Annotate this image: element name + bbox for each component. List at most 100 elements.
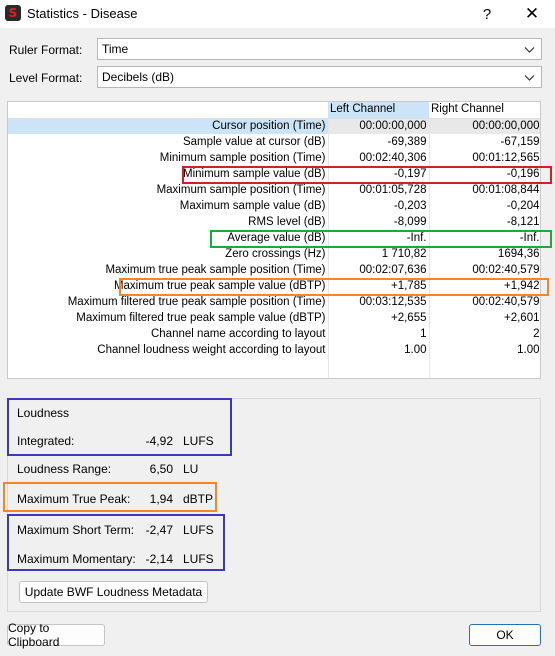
empty-row <box>8 358 540 374</box>
momentary-value: -2,14 <box>145 552 173 566</box>
left-channel-value: +2,655 <box>328 310 430 326</box>
left-channel-header[interactable]: Left Channel <box>328 102 429 119</box>
row-label: Zero crossings (Hz) <box>8 246 329 262</box>
loudness-range-value: 6,50 <box>149 462 173 476</box>
right-channel-value: 00:01:12,565 <box>429 150 540 166</box>
true-peak-value: 1,94 <box>149 492 173 506</box>
left-channel-value: 1 710,82 <box>328 246 430 262</box>
loudness-range-unit: LU <box>183 462 199 476</box>
row-label: Maximum filtered true peak sample positi… <box>8 294 329 310</box>
ok-button[interactable]: OK <box>469 624 541 646</box>
level-format-label: Level Format: <box>9 71 83 85</box>
empty-cell <box>328 374 430 378</box>
right-channel-value: -0,204 <box>429 198 540 214</box>
app-logo-icon: S <box>5 5 21 21</box>
short-term-value: -2,47 <box>145 523 173 537</box>
statistics-table[interactable]: Left Channel Right Channel Cursor positi… <box>7 101 541 379</box>
right-channel-value: 1.00 <box>429 342 540 358</box>
ruler-format-value: Time <box>102 42 129 56</box>
ruler-format-label: Ruler Format: <box>9 43 83 57</box>
row-label: Maximum true peak sample value (dBTP) <box>8 278 329 294</box>
left-channel-value: 1 <box>328 326 430 342</box>
table-row[interactable]: Minimum sample position (Time) 00:02:40,3… <box>8 150 540 166</box>
true-peak-label: Maximum True Peak: <box>17 492 131 506</box>
table-row[interactable]: Maximum true peak sample value (dBTP) +1,… <box>8 278 540 294</box>
momentary-label: Maximum Momentary: <box>17 552 136 566</box>
table-row[interactable]: Maximum sample position (Time) 00:01:05,7… <box>8 182 540 198</box>
right-channel-header[interactable]: Right Channel <box>429 102 540 119</box>
label-column-header <box>8 102 328 119</box>
row-label: Minimum sample value (dB) <box>8 166 329 182</box>
right-channel-value: +2,601 <box>429 310 540 326</box>
update-bwf-button[interactable]: Update BWF Loudness Metadata <box>19 581 208 603</box>
empty-cell <box>429 374 540 378</box>
empty-cell <box>8 374 329 378</box>
empty-cell <box>328 358 430 374</box>
table-row[interactable]: Sample value at cursor (dB) -69,389 -67,15… <box>8 134 540 150</box>
ruler-format-select[interactable]: Time <box>97 38 542 60</box>
integrated-label: Integrated: <box>17 434 75 448</box>
empty-cell <box>8 358 329 374</box>
empty-row <box>8 374 540 378</box>
chevron-down-icon <box>524 47 535 53</box>
right-channel-value: 1694,36 <box>429 246 540 262</box>
integrated-unit: LUFS <box>183 434 214 448</box>
left-channel-value: -0,203 <box>328 198 430 214</box>
left-channel-value: 00:02:07,636 <box>328 262 430 278</box>
right-channel-value: +1,942 <box>429 278 540 294</box>
table-row[interactable]: Average value (dB) -Inf. -Inf. <box>8 230 540 246</box>
table-row[interactable]: Cursor position (Time) 00:00:00,000 00:00:… <box>8 118 540 134</box>
row-label: RMS level (dB) <box>8 214 329 230</box>
table-row[interactable]: RMS level (dB) -8,099 -8,121 <box>8 214 540 230</box>
right-channel-value: 2 <box>429 326 540 342</box>
close-button[interactable]: ✕ <box>524 4 540 23</box>
left-channel-value: -Inf. <box>328 230 430 246</box>
right-channel-value: -0,196 <box>429 166 540 182</box>
row-label: Channel loudness weight according to lay… <box>8 342 329 358</box>
copy-to-clipboard-button[interactable]: Copy to Clipboard <box>7 621 105 649</box>
table-row[interactable]: Maximum filtered true peak sample value … <box>8 310 540 326</box>
right-channel-value: -67,159 <box>429 134 540 150</box>
row-label: Maximum sample value (dB) <box>8 198 329 214</box>
left-channel-value: -69,389 <box>328 134 430 150</box>
table-row[interactable]: Maximum true peak sample position (Time)… <box>8 262 540 278</box>
left-channel-value: 00:00:00,000 <box>328 118 430 134</box>
table-row[interactable]: Channel loudness weight according to lay… <box>8 342 540 358</box>
row-label: Minimum sample position (Time) <box>8 150 329 166</box>
right-channel-value: 00:00:00,000 <box>429 118 540 134</box>
row-label: Average value (dB) <box>8 230 329 246</box>
row-label: Maximum filtered true peak sample value … <box>8 310 329 326</box>
level-format-select[interactable]: Decibels (dB) <box>97 66 542 88</box>
left-channel-value: -8,099 <box>328 214 430 230</box>
short-term-label: Maximum Short Term: <box>17 523 135 537</box>
right-channel-value: 00:01:08,844 <box>429 182 540 198</box>
help-button[interactable]: ? <box>482 5 492 23</box>
window-title: Statistics - Disease <box>27 6 138 21</box>
row-label: Maximum sample position (Time) <box>8 182 329 198</box>
right-channel-value: -Inf. <box>429 230 540 246</box>
right-channel-value: -8,121 <box>429 214 540 230</box>
row-label: Maximum true peak sample position (Time) <box>8 262 329 278</box>
short-term-unit: LUFS <box>183 523 214 537</box>
chevron-down-icon <box>524 75 535 81</box>
title-bar: S Statistics - Disease ? ✕ <box>0 0 555 28</box>
table-row[interactable]: Maximum sample value (dB) -0,203 -0,204 <box>8 198 540 214</box>
row-label: Sample value at cursor (dB) <box>8 134 329 150</box>
loudness-range-label: Loudness Range: <box>17 462 112 476</box>
true-peak-unit: dBTP <box>183 492 214 506</box>
loudness-panel <box>7 398 541 612</box>
row-label: Cursor position (Time) <box>8 118 329 134</box>
empty-cell <box>429 358 540 374</box>
table-row[interactable]: Minimum sample value (dB) -0,197 -0,196 <box>8 166 540 182</box>
left-channel-value: +1,785 <box>328 278 430 294</box>
integrated-value: -4,92 <box>145 434 173 448</box>
table-row[interactable]: Maximum filtered true peak sample positi… <box>8 294 540 310</box>
right-channel-value: 00:02:40,579 <box>429 294 540 310</box>
right-channel-value: 00:02:40,579 <box>429 262 540 278</box>
left-channel-value: 00:02:40,306 <box>328 150 430 166</box>
left-channel-value: 00:03:12,535 <box>328 294 430 310</box>
row-label: Channel name according to layout <box>8 326 329 342</box>
table-row[interactable]: Channel name according to layout 1 2 <box>8 326 540 342</box>
left-channel-value: 1.00 <box>328 342 430 358</box>
table-row[interactable]: Zero crossings (Hz) 1 710,82 1694,36 <box>8 246 540 262</box>
